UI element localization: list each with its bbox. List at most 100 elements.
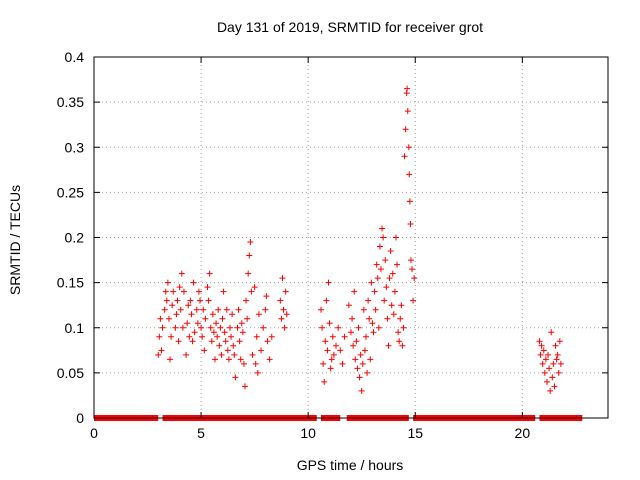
data-point [410, 297, 417, 304]
data-point [180, 288, 187, 295]
chart-title: Day 131 of 2019, SRMTID for receiver gro… [217, 19, 483, 35]
data-point [400, 324, 407, 331]
x-tick-label: 10 [300, 425, 316, 441]
data-point [162, 288, 169, 295]
data-point [189, 338, 196, 345]
data-point [549, 374, 556, 381]
x-axis-ticks: 0 5 10 15 20 [90, 57, 530, 441]
data-point [283, 311, 290, 318]
data-point [405, 144, 412, 151]
data-point [537, 351, 544, 358]
y-tick-label: 0.05 [57, 365, 84, 381]
data-point [246, 252, 253, 259]
data-point [541, 369, 548, 376]
data-point [202, 315, 209, 322]
y-tick-label: 0.15 [57, 275, 84, 291]
data-point [205, 297, 212, 304]
data-point [380, 234, 387, 241]
y-axis-label: SRMTID / TECUs [7, 185, 23, 295]
data-point [358, 387, 365, 394]
data-point [404, 85, 411, 92]
grid-lines [94, 57, 608, 418]
data-point [229, 311, 236, 318]
data-point [204, 284, 211, 291]
data-point [391, 288, 398, 295]
data-point [183, 351, 190, 358]
data-point [397, 315, 404, 322]
data-point [361, 347, 368, 354]
data-point [253, 333, 260, 340]
data-point [404, 108, 411, 115]
y-tick-label: 0.2 [65, 230, 85, 246]
data-point [174, 297, 181, 304]
data-point [319, 324, 326, 331]
data-point [231, 351, 238, 358]
data-point [365, 297, 372, 304]
data-point [179, 324, 186, 331]
data-point [395, 329, 402, 336]
data-point [557, 360, 564, 367]
data-point [170, 288, 177, 295]
data-point [333, 342, 340, 349]
data-point [165, 315, 172, 322]
data-point [376, 243, 383, 250]
data-point [173, 311, 180, 318]
data-point [216, 342, 223, 349]
data-point [551, 383, 558, 390]
data-point [553, 356, 560, 363]
data-point [237, 356, 244, 363]
data-point [184, 320, 191, 327]
data-point [255, 311, 262, 318]
data-point [359, 360, 366, 367]
data-point [389, 270, 396, 277]
data-point [282, 288, 289, 295]
data-point [318, 306, 325, 313]
data-point [201, 347, 208, 354]
data-point [360, 306, 367, 313]
data-point [386, 275, 393, 282]
data-point [356, 374, 363, 381]
data-point [169, 302, 176, 309]
data-point [329, 333, 336, 340]
data-point [370, 329, 377, 336]
data-point [186, 333, 193, 340]
data-point [191, 329, 198, 336]
data-point [224, 347, 231, 354]
data-point [536, 338, 543, 345]
data-point [159, 324, 166, 331]
data-point [407, 220, 414, 227]
data-point [240, 360, 247, 367]
data-point [200, 306, 207, 313]
data-point [364, 369, 371, 376]
data-point [193, 306, 200, 313]
data-point [556, 338, 563, 345]
data-point [213, 320, 220, 327]
data-point [320, 360, 327, 367]
data-point [258, 347, 265, 354]
data-point [164, 279, 171, 286]
data-point [372, 306, 379, 313]
data-point [199, 333, 206, 340]
data-point [382, 257, 389, 264]
data-point [280, 306, 287, 313]
data-point [341, 333, 348, 340]
data-point [368, 279, 375, 286]
data-point [251, 284, 258, 291]
data-point [178, 270, 185, 277]
data-point [554, 351, 561, 358]
data-point [348, 329, 354, 336]
data-point [161, 306, 168, 313]
data-point [244, 315, 251, 322]
data-point [185, 302, 192, 309]
data-point [552, 342, 559, 349]
data-point [327, 365, 334, 372]
data-point [357, 351, 364, 358]
y-tick-label: 0.4 [65, 49, 85, 65]
data-point [396, 338, 403, 345]
data-point [539, 360, 546, 367]
data-point [379, 225, 386, 232]
data-point [337, 347, 344, 354]
data-point [241, 383, 248, 390]
y-tick-label: 0.3 [65, 139, 85, 155]
data-point [167, 356, 174, 363]
